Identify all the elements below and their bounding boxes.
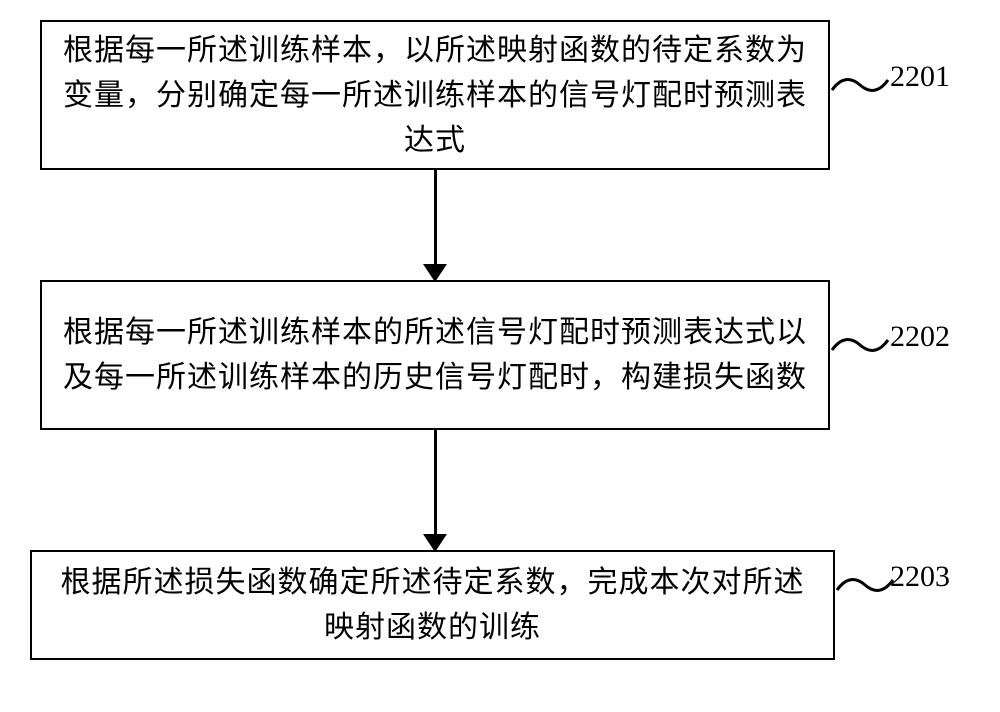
- step-label-2: 2202: [890, 320, 950, 354]
- connector-tilde-2: [830, 330, 890, 360]
- flow-step-1: 根据每一所述训练样本，以所述映射函数的待定系数为变量，分别确定每一所述训练样本的…: [40, 20, 830, 170]
- arrow-1-line: [434, 170, 437, 264]
- step-label-1: 2201: [890, 60, 950, 94]
- flow-step-2: 根据每一所述训练样本的所述信号灯配时预测表达式以及每一所述训练样本的历史信号灯配…: [40, 280, 830, 430]
- step-label-3: 2203: [890, 560, 950, 594]
- flowchart-canvas: 根据每一所述训练样本，以所述映射函数的待定系数为变量，分别确定每一所述训练样本的…: [0, 0, 1000, 712]
- arrow-2-line: [434, 430, 437, 534]
- connector-tilde-1: [830, 70, 890, 100]
- connector-tilde-3: [835, 570, 895, 600]
- flow-step-3: 根据所述损失函数确定所述待定系数，完成本次对所述映射函数的训练: [30, 550, 835, 660]
